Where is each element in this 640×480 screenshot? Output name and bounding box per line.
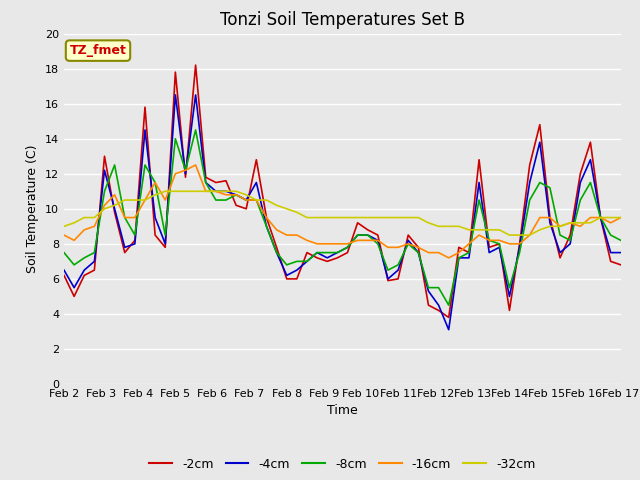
Line: -2cm: -2cm bbox=[64, 65, 621, 317]
-8cm bbox=[445, 302, 452, 308]
-8cm bbox=[70, 262, 78, 268]
-4cm bbox=[384, 276, 392, 282]
-32cm bbox=[617, 215, 625, 220]
-8cm bbox=[617, 238, 625, 243]
-8cm bbox=[435, 285, 442, 290]
-8cm bbox=[60, 250, 68, 255]
-16cm bbox=[506, 241, 513, 247]
-2cm bbox=[384, 278, 392, 284]
-16cm bbox=[415, 244, 422, 250]
Line: -4cm: -4cm bbox=[64, 95, 621, 330]
-2cm bbox=[617, 262, 625, 268]
-4cm bbox=[415, 250, 422, 255]
-32cm bbox=[161, 188, 169, 194]
-16cm bbox=[384, 244, 392, 250]
-2cm bbox=[435, 308, 442, 313]
Text: TZ_fmet: TZ_fmet bbox=[70, 44, 127, 57]
-2cm bbox=[60, 273, 68, 278]
-16cm bbox=[435, 250, 442, 255]
-4cm bbox=[70, 285, 78, 290]
-16cm bbox=[70, 238, 78, 243]
-4cm bbox=[60, 267, 68, 273]
-2cm bbox=[70, 293, 78, 300]
-4cm bbox=[273, 250, 280, 255]
-32cm bbox=[384, 215, 392, 220]
Line: -16cm: -16cm bbox=[64, 165, 621, 258]
-2cm bbox=[192, 62, 200, 68]
-32cm bbox=[60, 223, 68, 229]
-4cm bbox=[506, 293, 513, 300]
-32cm bbox=[70, 220, 78, 226]
-2cm bbox=[415, 244, 422, 250]
-16cm bbox=[60, 232, 68, 238]
Y-axis label: Soil Temperature (C): Soil Temperature (C) bbox=[26, 144, 40, 273]
-16cm bbox=[617, 215, 625, 220]
-4cm bbox=[617, 250, 625, 255]
-2cm bbox=[445, 314, 452, 320]
Line: -8cm: -8cm bbox=[64, 130, 621, 305]
-32cm bbox=[435, 223, 442, 229]
Legend: -2cm, -4cm, -8cm, -16cm, -32cm: -2cm, -4cm, -8cm, -16cm, -32cm bbox=[145, 453, 540, 476]
Line: -32cm: -32cm bbox=[64, 191, 621, 235]
-4cm bbox=[435, 302, 442, 308]
-2cm bbox=[273, 244, 280, 250]
-8cm bbox=[415, 250, 422, 255]
-16cm bbox=[273, 227, 280, 233]
-16cm bbox=[192, 162, 200, 168]
-32cm bbox=[506, 232, 513, 238]
-4cm bbox=[445, 327, 452, 333]
-4cm bbox=[172, 92, 179, 98]
-8cm bbox=[273, 250, 280, 255]
-16cm bbox=[445, 255, 452, 261]
-8cm bbox=[384, 267, 392, 273]
-8cm bbox=[506, 285, 513, 290]
X-axis label: Time: Time bbox=[327, 405, 358, 418]
-32cm bbox=[273, 203, 280, 208]
-2cm bbox=[506, 308, 513, 313]
-32cm bbox=[415, 215, 422, 220]
-8cm bbox=[192, 127, 200, 133]
-32cm bbox=[495, 227, 503, 233]
Title: Tonzi Soil Temperatures Set B: Tonzi Soil Temperatures Set B bbox=[220, 11, 465, 29]
